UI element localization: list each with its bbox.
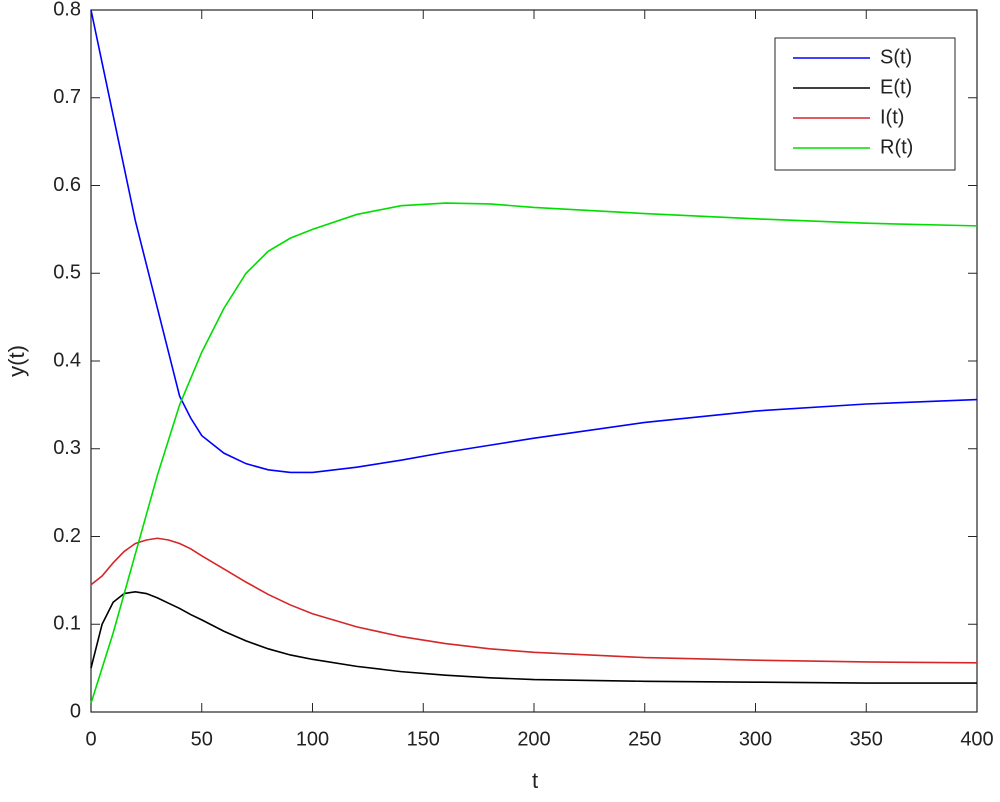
y-tick-label: 0.8 — [53, 0, 81, 20]
legend-label: E(t) — [880, 76, 912, 98]
data-line — [90, 590, 977, 684]
y-tick-label: 0.1 — [53, 613, 81, 635]
x-tick-label: 200 — [517, 728, 550, 750]
y-tick-label: 0.2 — [53, 525, 81, 547]
x-tick-label: 250 — [628, 728, 661, 750]
x-tick-label: 0 — [85, 728, 96, 750]
y-tick-label: 0.3 — [53, 437, 81, 459]
legend-label: R(t) — [880, 136, 913, 158]
x-tick-label: 50 — [191, 728, 213, 750]
y-tick-label: 0.5 — [53, 262, 81, 284]
data-line — [90, 537, 978, 664]
x-axis-label: t — [532, 768, 538, 793]
y-tick-label: 0.4 — [53, 349, 81, 371]
data-line — [90, 9, 978, 474]
x-tick-label: 400 — [960, 728, 993, 750]
x-tick-label: 150 — [407, 728, 440, 750]
legend-label: I(t) — [880, 106, 904, 128]
x-tick-label: 100 — [296, 728, 329, 750]
y-axis-label: y(t) — [4, 345, 29, 377]
y-tick-label: 0.7 — [53, 86, 81, 108]
data-line — [90, 202, 978, 704]
y-tick-label: 0.6 — [53, 174, 81, 196]
x-tick-label: 350 — [850, 728, 883, 750]
x-tick-label: 300 — [739, 728, 772, 750]
y-tick-label: 0 — [70, 700, 81, 722]
legend-label: S(t) — [880, 46, 912, 68]
